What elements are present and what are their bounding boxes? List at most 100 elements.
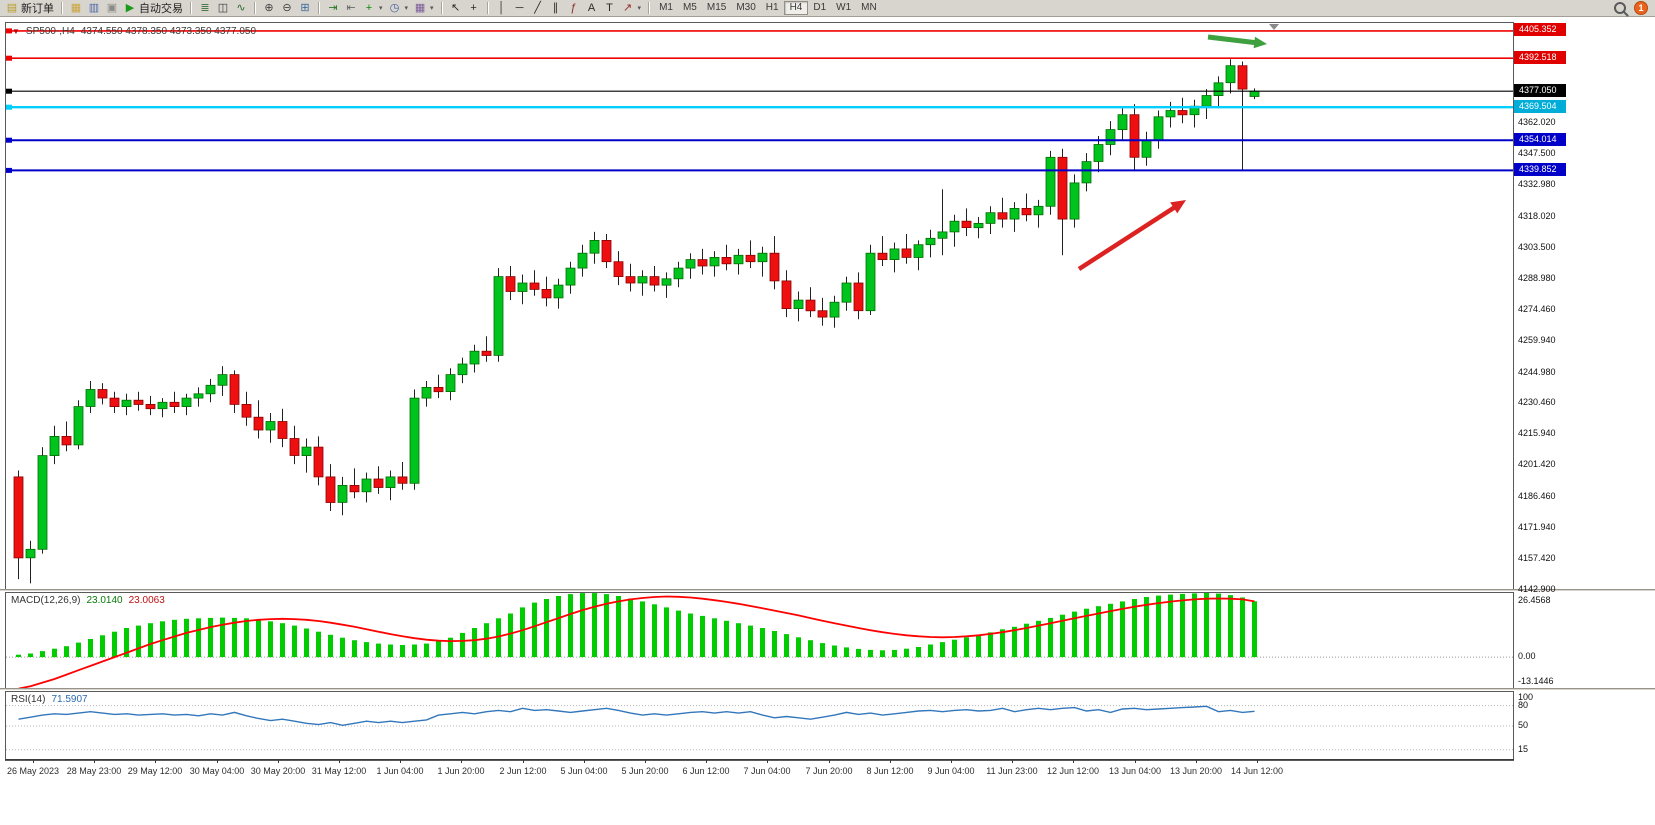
rsi-value: 71.5907 xyxy=(51,694,88,705)
time-axis-tick xyxy=(890,760,891,763)
candle xyxy=(589,231,600,264)
candlestick-type-button[interactable]: ◫ xyxy=(214,1,232,16)
time-axis-label: 1 Jun 20:00 xyxy=(437,766,485,776)
notification-badge[interactable]: 1 xyxy=(1634,1,1648,15)
red-arrow-annotation[interactable] xyxy=(1077,200,1186,271)
level-left-anchor xyxy=(6,167,12,173)
add-indicator-button[interactable]: + ▾ xyxy=(360,1,386,16)
time-axis-label: 7 Jun 20:00 xyxy=(805,766,853,776)
crosshair-button[interactable]: + xyxy=(465,1,483,16)
fibonacci-icon: ƒ xyxy=(570,1,577,14)
macd-panel[interactable] xyxy=(5,592,1514,690)
label-button[interactable]: T xyxy=(601,1,619,16)
dropdown-caret-icon: ▾ xyxy=(379,5,383,12)
candle xyxy=(661,272,672,298)
timeframe-button-h1[interactable]: H1 xyxy=(765,2,779,13)
macd-chart[interactable] xyxy=(6,593,1513,689)
line-chart-type-button[interactable]: ∿ xyxy=(232,1,250,16)
candle xyxy=(985,206,996,234)
chart-shift-marker[interactable] xyxy=(1269,24,1279,30)
candle xyxy=(913,240,924,271)
candle xyxy=(1057,148,1068,256)
text-button[interactable]: A xyxy=(583,1,601,16)
search-icon[interactable] xyxy=(1614,2,1626,14)
arrows-tool-icon: ↗ xyxy=(622,1,633,14)
cursor-button[interactable]: ↖ xyxy=(447,1,465,16)
candle xyxy=(217,366,228,396)
price-axis-tick: 4259.940 xyxy=(1518,335,1556,345)
time-axis-tick xyxy=(1257,760,1258,763)
rsi-label: RSI(14) 71.5907 xyxy=(11,694,88,705)
tile-windows-button[interactable]: ⊞ xyxy=(296,1,314,16)
time-axis-tick xyxy=(400,760,401,763)
candle xyxy=(1129,104,1140,171)
main-chart-panel[interactable] xyxy=(5,22,1514,591)
market-watch-button[interactable]: ▥ xyxy=(85,1,103,16)
vertical-line-icon: │ xyxy=(498,1,505,14)
time-axis-tick xyxy=(645,760,646,763)
dropdown-caret-icon: ▾ xyxy=(637,5,642,12)
autotrade-button[interactable]: ▶ 自动交易 xyxy=(121,1,186,16)
bar-chart-type-button[interactable]: ≣ xyxy=(196,1,214,16)
candle xyxy=(817,297,828,326)
channel-icon: ∥ xyxy=(552,1,559,14)
vertical-line-button[interactable]: │ xyxy=(493,1,511,16)
charts-grid-button[interactable]: ▦ xyxy=(67,1,85,16)
candlestick-chart[interactable] xyxy=(6,23,1513,590)
candle xyxy=(625,263,636,292)
arrows-tool-button[interactable]: ↗ ▾ xyxy=(619,1,645,16)
macd-histogram xyxy=(16,593,1257,658)
timeframe-button-d1[interactable]: D1 xyxy=(813,2,827,13)
horizontal-line-button[interactable]: ─ xyxy=(511,1,529,16)
rsi-panel[interactable] xyxy=(5,691,1514,761)
new-order-button[interactable]: ▤ 新订单 xyxy=(3,1,57,16)
candle xyxy=(373,466,384,494)
candle xyxy=(1093,136,1104,173)
timeframe-button-w1[interactable]: W1 xyxy=(836,2,852,13)
timeframe-button-h4[interactable]: H4 xyxy=(783,1,809,15)
time-axis-label: 11 Jun 23:00 xyxy=(986,766,1038,776)
time-axis-tick xyxy=(278,760,279,763)
zoom-out-button[interactable]: ⊖ xyxy=(278,1,296,16)
candle xyxy=(133,391,144,411)
zoom-in-button[interactable]: ⊕ xyxy=(260,1,278,16)
candle xyxy=(889,242,900,273)
candle xyxy=(1117,108,1128,141)
price-level-label: 4392.518 xyxy=(1514,51,1566,64)
timeframe-button-m1[interactable]: M1 xyxy=(659,2,673,13)
green-arrow-annotation[interactable] xyxy=(1207,34,1267,49)
toolbar: ▤ 新订单 ▦ ▥ ▣ ▶ 自动交易 ≣ ◫ ∿ ⊕ ⊖ ⊞ ⇥ ⇤ + ▾ ◷ ▾ ▦ ▾ ↖ + │ ─ ╱ ∥ ƒ A T ↗ ▾ M1 M… xyxy=(0,0,1655,17)
line-chart-type-icon: ∿ xyxy=(236,1,246,14)
timeframe-button-m15[interactable]: M15 xyxy=(706,2,727,13)
timeframe-button-m5[interactable]: M5 xyxy=(682,2,697,13)
auto-scroll-button[interactable]: ⇥ xyxy=(324,1,342,16)
candle xyxy=(829,295,840,328)
channel-button[interactable]: ∥ xyxy=(547,1,565,16)
label-icon: T xyxy=(606,1,613,14)
templates-button[interactable]: ▦ ▾ xyxy=(411,1,437,16)
timeframe-button-mn[interactable]: MN xyxy=(861,2,877,13)
time-axis[interactable]: 26 May 2023 28 May 23:00 29 May 12:00 30 Ma… xyxy=(5,759,1514,781)
candle xyxy=(697,248,708,275)
panel-splitter[interactable] xyxy=(0,688,1655,691)
chart-shift-icon: ⇤ xyxy=(346,1,356,14)
candle xyxy=(205,378,216,403)
fibonacci-button[interactable]: ƒ xyxy=(565,1,583,16)
panel-splitter[interactable] xyxy=(0,589,1655,592)
time-axis-tick xyxy=(339,760,340,763)
strategy-tester-button[interactable]: ▣ xyxy=(103,1,121,16)
time-axis-label: 1 Jun 04:00 xyxy=(376,766,424,776)
cursor-icon: ↖ xyxy=(450,1,461,14)
rsi-chart[interactable] xyxy=(6,692,1513,760)
rsi-axis-label: 100 xyxy=(1518,692,1534,702)
rsi-name: RSI(14) xyxy=(11,694,46,705)
price-axis[interactable]: 4362.020 4347.500 4332.980 4318.020 4303.500… xyxy=(1514,0,1655,825)
time-axis-label: 13 Jun 20:00 xyxy=(1169,766,1223,776)
candle xyxy=(805,287,816,318)
candle xyxy=(457,357,468,384)
trendline-button[interactable]: ╱ xyxy=(529,1,547,16)
timeframe-button-m30[interactable]: M30 xyxy=(736,2,756,13)
candle xyxy=(925,229,936,258)
periods-button[interactable]: ◷ ▾ xyxy=(386,1,412,16)
chart-shift-button[interactable]: ⇤ xyxy=(342,1,360,16)
